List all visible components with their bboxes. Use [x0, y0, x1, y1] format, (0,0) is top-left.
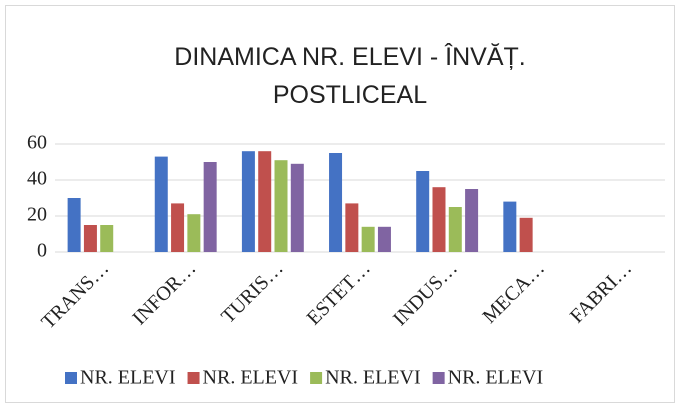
legend-swatch	[432, 372, 445, 384]
legend-label: NR. ELEVI	[448, 367, 544, 389]
bar	[258, 151, 272, 252]
bar	[361, 226, 375, 252]
bar	[154, 156, 168, 252]
bar	[274, 160, 288, 252]
legend-label: NR. ELEVI	[203, 367, 299, 389]
bar	[187, 214, 201, 252]
bar	[465, 189, 479, 252]
legend-swatch	[65, 372, 77, 384]
y-tick-label: 60	[27, 132, 47, 154]
y-tick-label: 20	[27, 204, 47, 226]
legend-label: NR. ELEVI	[80, 367, 176, 389]
legend-label: NR. ELEVI	[325, 367, 421, 389]
legend-swatch	[187, 372, 200, 384]
bar	[416, 171, 430, 252]
bar	[345, 203, 359, 252]
bar	[241, 151, 255, 252]
bar	[448, 207, 462, 252]
bar	[503, 201, 517, 252]
bar	[83, 225, 97, 252]
bar	[100, 225, 114, 252]
bar	[377, 226, 391, 252]
bar	[329, 153, 343, 252]
bar	[171, 203, 185, 252]
bar	[519, 217, 533, 252]
bar	[203, 162, 217, 252]
bar	[67, 198, 81, 252]
y-tick-label: 0	[37, 240, 47, 262]
legend-swatch	[310, 372, 323, 384]
chart-title: DINAMICA NR. ELEVI - ÎNVĂȚ. POSTLICEAL	[174, 43, 526, 109]
y-tick-label: 40	[27, 168, 47, 190]
bar	[290, 163, 304, 252]
bar	[432, 187, 446, 252]
